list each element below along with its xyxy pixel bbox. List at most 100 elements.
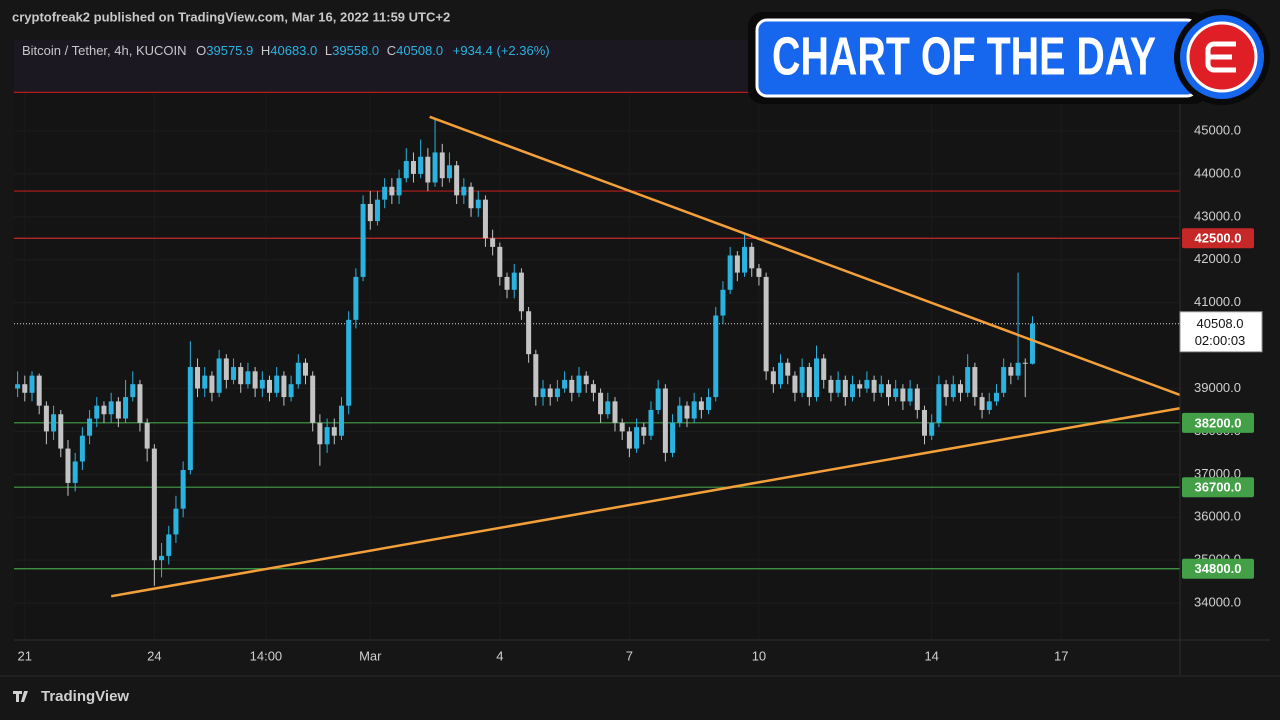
candle-body <box>864 379 870 389</box>
candle-body <box>684 405 690 419</box>
candle-body <box>842 379 848 398</box>
candle-body <box>195 367 201 389</box>
level-box <box>1182 412 1254 433</box>
banner-text: CHART OF THE DAY <box>772 26 1156 86</box>
candle-body <box>410 161 416 174</box>
candle-body <box>58 414 64 449</box>
candle-body <box>590 384 596 393</box>
level-box <box>1182 558 1254 579</box>
candle-body <box>770 371 776 385</box>
candle-body <box>461 186 467 196</box>
candle-body <box>245 371 251 385</box>
candle-body <box>338 405 344 436</box>
candle-body <box>209 375 215 393</box>
grid <box>14 40 1180 640</box>
last-price-box <box>1179 311 1263 353</box>
candle-body <box>223 358 229 380</box>
candle-body <box>65 448 71 483</box>
candle-body <box>893 388 899 398</box>
candle-body <box>130 384 136 398</box>
x-tick-label: 14 <box>924 648 938 663</box>
countdown-label: 02:00:03 <box>1195 333 1246 348</box>
candle-body <box>655 388 661 410</box>
y-tick-label: 42000.0 <box>1194 251 1241 266</box>
candle-body <box>742 246 748 273</box>
candle-body <box>346 319 352 406</box>
candle-body <box>857 384 863 389</box>
o-label: O <box>196 43 206 58</box>
candle-body <box>439 152 445 179</box>
candle-body <box>389 186 395 196</box>
candle-body <box>547 388 553 398</box>
candle-body <box>871 379 877 393</box>
trendline <box>429 115 1181 397</box>
trendlines <box>110 115 1181 598</box>
level-label: 42500.0 <box>1195 231 1242 246</box>
last-price-label: 40508.0 <box>1197 316 1244 331</box>
candle-body <box>670 422 676 453</box>
candle-body <box>22 384 28 393</box>
candle-body <box>382 186 388 200</box>
logo-glyph <box>1205 41 1236 73</box>
candle-body <box>734 255 740 273</box>
candle-body <box>1015 362 1021 376</box>
candle-body <box>1022 362 1028 364</box>
plot-area <box>14 40 1180 640</box>
c-value: 40508.0 <box>396 43 443 58</box>
candle-body <box>972 367 978 398</box>
candle-body <box>921 409 927 436</box>
candle-body <box>778 362 784 385</box>
candle-body <box>619 422 625 432</box>
candle-body <box>698 401 704 410</box>
candle-body <box>950 384 956 398</box>
candle-body <box>1001 367 1007 393</box>
candle-body <box>821 358 827 380</box>
l-label: L <box>325 43 332 58</box>
candle-body <box>569 379 575 393</box>
candle-body <box>1008 367 1014 376</box>
candle-body <box>533 354 539 398</box>
candle-body <box>634 427 640 449</box>
x-tick-label: 17 <box>1054 648 1068 663</box>
candle-body <box>166 534 172 556</box>
candle-body <box>331 427 337 436</box>
candle-body <box>598 392 604 415</box>
candle-body <box>835 379 841 393</box>
candle-body <box>432 152 438 183</box>
candle-body <box>727 255 733 290</box>
candle-body <box>957 384 963 393</box>
candle-body <box>526 311 532 355</box>
symbol-legend: Bitcoin / Tether, 4h, KUCOIN O39575.9 H4… <box>22 43 550 58</box>
x-tick-label: 4 <box>496 648 503 663</box>
candle-body <box>15 384 21 389</box>
candle-body <box>79 435 85 462</box>
c-label: C <box>387 43 396 58</box>
candle-body <box>720 289 726 316</box>
candle-body <box>144 422 150 449</box>
candle-body <box>785 362 791 376</box>
candle-body <box>749 246 755 269</box>
candle-body <box>43 405 49 432</box>
x-tick-label: 7 <box>626 648 633 663</box>
candle-body <box>360 203 366 277</box>
candle-body <box>403 161 409 179</box>
candle-body <box>482 199 488 239</box>
candle-body <box>454 165 460 196</box>
candle-body <box>641 427 647 436</box>
candle-body <box>554 388 560 398</box>
tv-logo <box>13 691 28 702</box>
candle-body <box>900 388 906 402</box>
y-tick-label: 44000.0 <box>1194 165 1241 180</box>
candle-body <box>662 388 668 453</box>
candle-body <box>605 401 611 415</box>
level-label: 36700.0 <box>1195 480 1242 495</box>
y-tick-label: 36000.0 <box>1194 509 1241 524</box>
level-label: 34800.0 <box>1195 561 1242 576</box>
candle-body <box>979 397 985 410</box>
publisher-line: cryptofreak2 published on TradingView.co… <box>12 9 450 24</box>
y-tick-label: 43000.0 <box>1194 208 1241 223</box>
candle-body <box>288 384 294 398</box>
candle-body <box>238 367 244 385</box>
candle-body <box>504 276 510 290</box>
